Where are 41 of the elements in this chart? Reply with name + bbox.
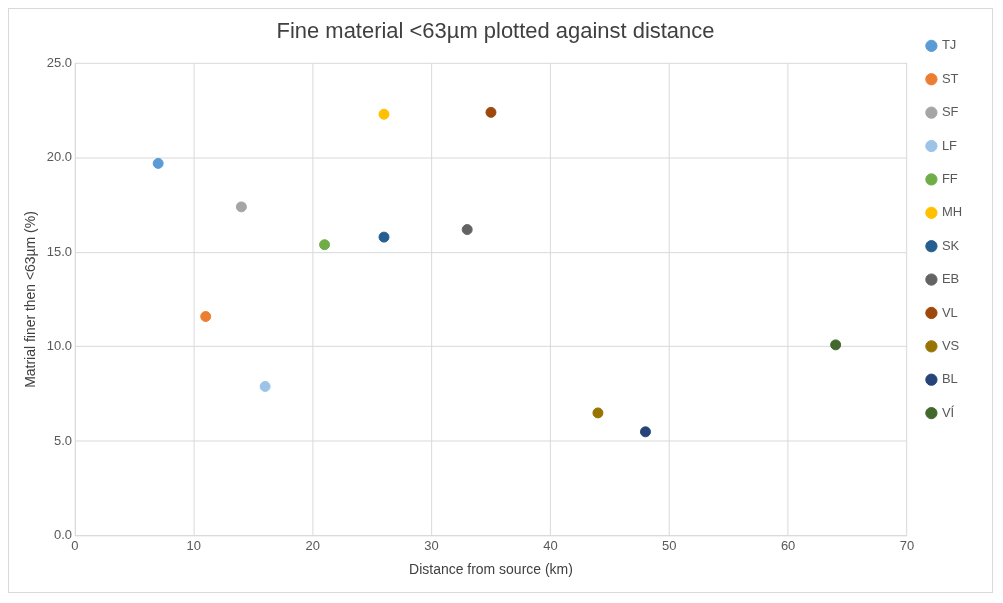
point (235, 201, 247, 213)
y-tick-label: 25.0 (46, 54, 72, 70)
legend-label: LF (941, 137, 958, 153)
point (378, 108, 390, 120)
point (200, 311, 212, 322)
legend-label: SF (941, 104, 959, 120)
legend-label: VL (941, 304, 958, 320)
legend-label: VS (941, 337, 960, 353)
point (152, 157, 164, 169)
legend-label: MH (941, 204, 963, 220)
point (378, 231, 390, 243)
y-tick-label: 15.0 (46, 243, 72, 259)
chart-title: Fine material <63µm plotted against distance (276, 18, 715, 44)
x-tick-label: 0 (71, 538, 79, 554)
x-tick-label: 70 (899, 538, 915, 554)
y-tick-label: 10.0 (46, 338, 72, 354)
y-tick-label: 5.0 (53, 432, 72, 448)
point (485, 106, 497, 118)
legend-label: FF (941, 170, 958, 186)
legend-label: ST (941, 70, 959, 86)
x-tick-label: 40 (543, 538, 558, 554)
x-tick-label: 10 (186, 538, 202, 554)
legend-label: SK (941, 237, 960, 253)
point (830, 339, 842, 351)
x-tick-label: 20 (305, 538, 320, 554)
legend-label: VÍ (941, 404, 955, 420)
point (461, 224, 473, 236)
legend-label: EB (941, 271, 960, 287)
x-tick-label: 60 (780, 538, 796, 554)
y-axis-title: Matrial finer then <63µm (%) (22, 211, 39, 388)
y-tick-label: 20.0 (46, 149, 72, 165)
x-axis-title: Distance from source (km) (409, 560, 573, 577)
x-tick-label: 30 (424, 538, 439, 554)
point (639, 426, 651, 438)
point (592, 407, 604, 419)
point (259, 380, 271, 392)
legend-label: BL (941, 371, 958, 387)
x-tick-label: 50 (662, 538, 677, 554)
y-tick-label: 0.0 (53, 527, 72, 543)
point (319, 239, 331, 251)
legend-label: TJ (941, 37, 957, 53)
